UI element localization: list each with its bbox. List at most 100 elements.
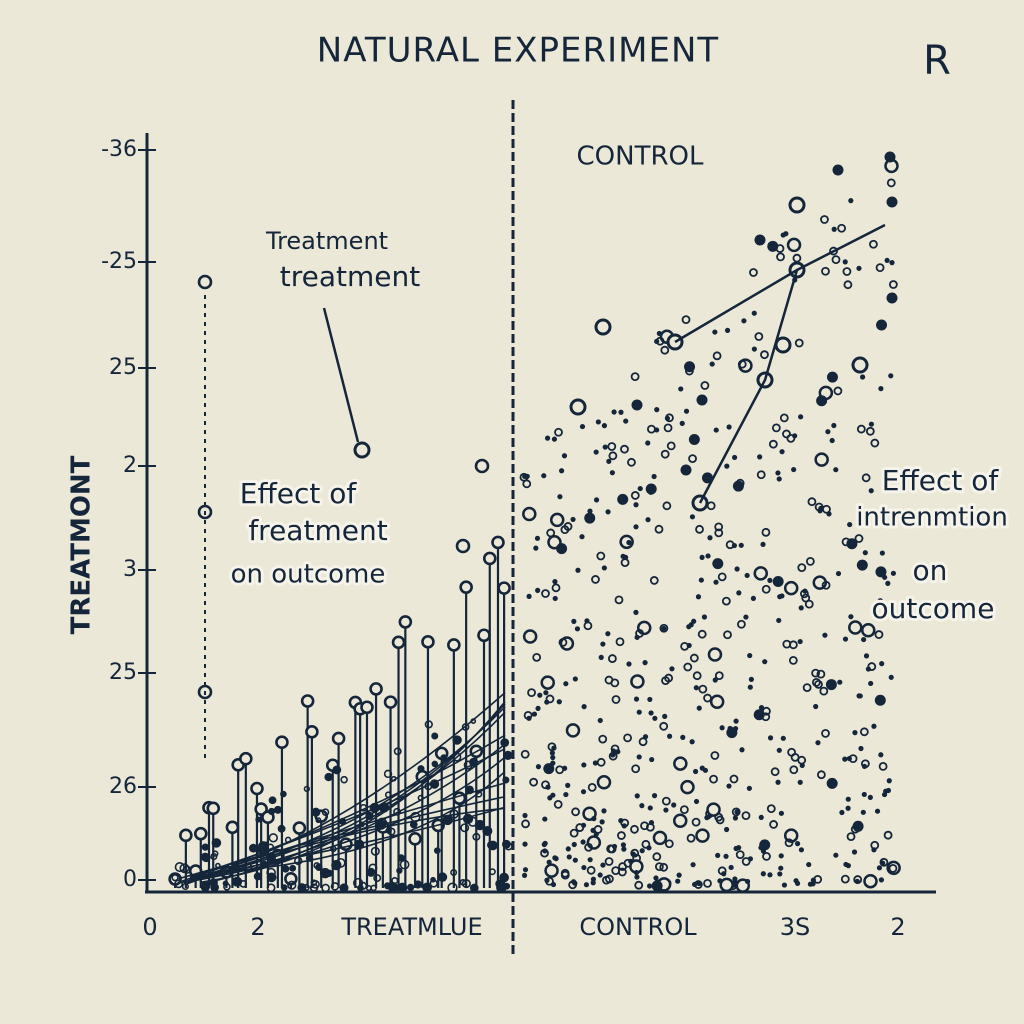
dot [639, 803, 645, 809]
dot [634, 880, 644, 890]
dot [888, 674, 894, 680]
dot [556, 543, 568, 555]
dot [816, 669, 826, 679]
dot [601, 565, 607, 571]
dot [859, 727, 869, 737]
stem-dot [369, 682, 383, 696]
hollow-dot [544, 863, 559, 878]
dot [552, 595, 558, 602]
dot [618, 409, 624, 415]
dot [541, 841, 547, 848]
dot [703, 878, 712, 888]
dot [840, 874, 850, 884]
hollow-dot [569, 398, 587, 416]
dot [802, 683, 812, 692]
dot [712, 329, 718, 335]
dot [580, 789, 587, 795]
dot [690, 862, 696, 868]
dot [770, 767, 780, 777]
dot [598, 654, 604, 660]
y-tick-label: -36 [101, 137, 137, 162]
dot [788, 655, 798, 665]
y-tick-label: -25 [101, 249, 137, 274]
dot [584, 512, 596, 524]
dot [886, 178, 896, 188]
dot [652, 852, 662, 862]
dot [737, 359, 747, 369]
dot [393, 747, 402, 756]
dot [628, 858, 634, 864]
annotation: treatment [280, 260, 420, 293]
hollow-dot [851, 356, 869, 374]
dot [634, 793, 640, 799]
dot [496, 882, 507, 893]
dot [671, 802, 677, 808]
dot [805, 556, 815, 566]
dot [222, 880, 229, 887]
y-axis-title: TREATMONT [67, 455, 97, 634]
hollow-dot [774, 336, 792, 354]
dot [450, 869, 458, 876]
dot [646, 883, 653, 889]
dot [841, 537, 851, 547]
dot [522, 841, 528, 847]
dot [623, 733, 632, 743]
dot [665, 413, 674, 423]
dot [732, 879, 738, 885]
dot [633, 609, 639, 615]
dot [679, 805, 689, 815]
dot [874, 630, 884, 639]
dot [654, 524, 664, 534]
dot [726, 424, 732, 430]
dot [661, 796, 671, 806]
dot [354, 839, 365, 850]
dot [874, 694, 886, 706]
dot [776, 252, 785, 262]
dot [546, 528, 556, 538]
dot [429, 879, 438, 888]
hollow-dot [672, 813, 688, 829]
dot [876, 319, 888, 331]
dot [747, 684, 753, 690]
dot [554, 427, 563, 437]
dot [385, 827, 392, 834]
dot [762, 659, 768, 665]
dot [503, 750, 513, 760]
dot [617, 867, 627, 877]
hollow-dot [861, 622, 876, 638]
dot [760, 871, 766, 877]
dot [608, 451, 618, 461]
dot [449, 809, 459, 819]
dot [431, 760, 439, 768]
dot [861, 763, 868, 770]
dot [747, 652, 753, 659]
dot [888, 280, 898, 289]
dot [696, 705, 702, 711]
dot [700, 381, 710, 390]
dot [776, 476, 782, 482]
dot [659, 862, 669, 872]
dot [868, 421, 875, 427]
y-tick-label: 25 [109, 660, 137, 685]
dot [760, 350, 769, 360]
dot [587, 857, 593, 863]
hollow-dot [709, 694, 725, 710]
dot [815, 740, 821, 746]
stem-dot [391, 635, 406, 650]
dot [621, 846, 627, 852]
dot [728, 864, 734, 871]
dot [702, 767, 709, 773]
dot [266, 852, 277, 862]
dot [521, 872, 528, 878]
dot [778, 853, 784, 859]
dot [798, 847, 805, 853]
dot [727, 725, 733, 732]
dot [626, 661, 632, 667]
dot [499, 872, 509, 883]
dot [639, 848, 645, 854]
dot [741, 857, 751, 866]
dot [602, 444, 608, 450]
dot [552, 578, 558, 585]
dot [561, 453, 568, 459]
dot [558, 637, 568, 647]
